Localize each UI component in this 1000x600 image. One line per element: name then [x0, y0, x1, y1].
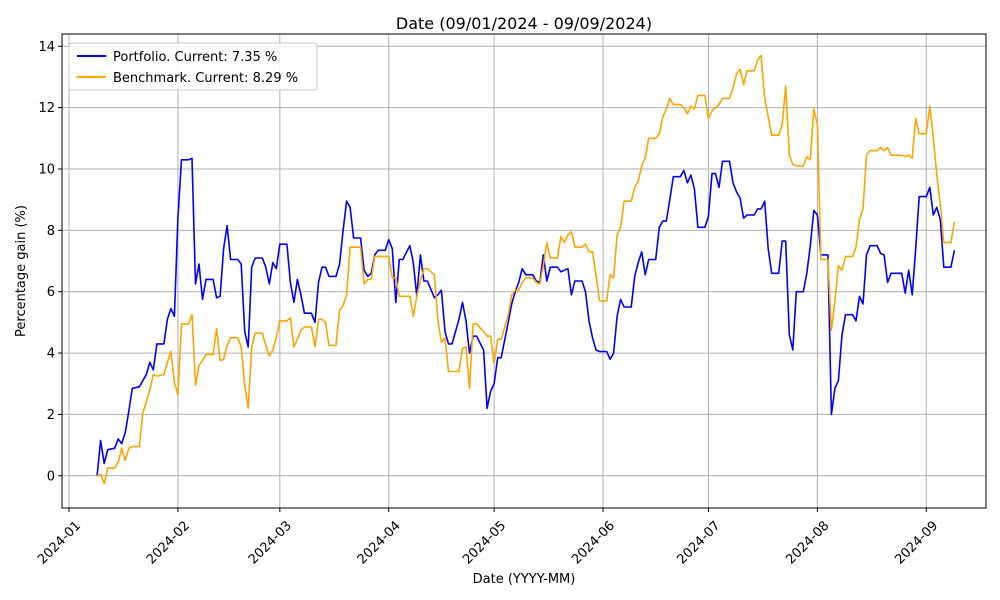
y-tick-label: 14 — [38, 40, 55, 55]
series-group — [96, 54, 956, 485]
legend-label-portfolio: Portfolio. Current: 7.35 % — [113, 50, 277, 65]
series-line-portfolio — [96, 157, 956, 476]
legend-box — [68, 42, 318, 91]
y-tick-label: 6 — [47, 285, 55, 300]
y-tick-label: 0 — [47, 469, 55, 484]
series-line-benchmark — [96, 54, 956, 485]
y-tick-label: 12 — [38, 101, 55, 116]
y-tick-label: 2 — [47, 408, 55, 423]
y-axis-label: Percentage gain (%) — [14, 205, 29, 337]
y-tick-label: 10 — [38, 162, 55, 177]
chart-title: Date (09/01/2024 - 09/09/2024) — [396, 14, 652, 33]
plot-frame — [61, 33, 987, 509]
x-axis-label: Date (YYYY-MM) — [473, 572, 576, 587]
y-tick-label: 4 — [47, 347, 55, 362]
legend-label-benchmark: Benchmark. Current: 8.29 % — [113, 71, 298, 86]
legend: Portfolio. Current: 7.35 % Benchmark. Cu… — [68, 42, 318, 91]
y-tick-label: 8 — [47, 224, 55, 239]
